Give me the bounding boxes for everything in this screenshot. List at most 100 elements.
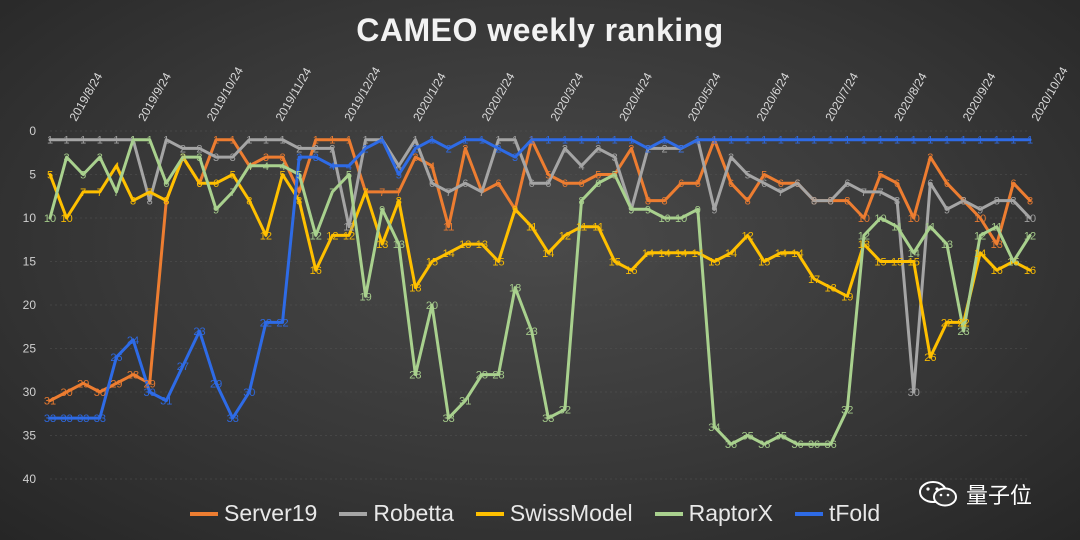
data-label-server19: 28 [127, 370, 139, 382]
data-label-server19: 31 [44, 396, 56, 408]
data-label-swissmodel: 16 [310, 265, 322, 277]
data-label-swissmodel: 7 [363, 187, 369, 199]
data-label-swissmodel: 9 [512, 204, 518, 216]
data-label-swissmodel: 11 [526, 222, 537, 234]
data-label-robetta: 1 [495, 135, 501, 147]
data-label-server19: 30 [94, 387, 106, 399]
data-label-raptorx: 15 [1007, 257, 1019, 269]
x-tick-label: 2020/1/24 [410, 70, 449, 124]
data-label-swissmodel: 14 [725, 248, 737, 260]
y-tick-label: 25 [23, 342, 37, 356]
data-label-raptorx: 3 [97, 152, 103, 164]
data-label-robetta: 2 [645, 143, 651, 155]
data-label-server19: 4 [429, 161, 435, 173]
x-tick-label: 2019/9/24 [135, 70, 174, 124]
data-label-tfold: 4 [329, 161, 335, 173]
data-label-tfold: 1 [578, 135, 584, 147]
data-label-raptorx: 36 [808, 439, 820, 451]
data-label-tfold: 2 [678, 143, 684, 155]
data-label-tfold: 1 [761, 135, 767, 147]
x-tick-label: 2020/7/24 [822, 70, 861, 124]
data-label-server19: 1 [346, 135, 352, 147]
data-label-swissmodel: 16 [991, 265, 1003, 277]
data-label-swissmodel: 18 [825, 283, 837, 295]
data-label-robetta: 1 [263, 135, 269, 147]
data-label-swissmodel: 26 [924, 352, 936, 364]
data-label-robetta: 2 [296, 143, 302, 155]
data-label-swissmodel: 12 [559, 230, 571, 242]
data-label-server19: 8 [745, 196, 751, 208]
x-tick-label: 2019/10/24 [204, 64, 246, 123]
data-label-server19: 1 [313, 135, 319, 147]
data-label-server19: 5 [761, 170, 767, 182]
data-label-swissmodel: 13 [476, 239, 488, 251]
data-label-raptorx: 35 [742, 431, 754, 443]
data-label-tfold: 1 [778, 135, 784, 147]
data-label-robetta: 6 [794, 178, 800, 190]
data-label-tfold: 24 [127, 335, 139, 347]
data-label-server19: 7 [396, 187, 402, 199]
data-label-raptorx: 3 [196, 152, 202, 164]
data-label-swissmodel: 10 [60, 213, 72, 225]
data-label-raptorx: 10 [675, 213, 687, 225]
data-label-robetta: 4 [578, 161, 584, 173]
data-label-robetta: 4 [396, 161, 402, 173]
y-tick-label: 30 [23, 385, 37, 399]
data-label-tfold: 1 [745, 135, 751, 147]
y-tick-label: 15 [23, 255, 37, 269]
y-tick-label: 40 [23, 472, 37, 486]
data-label-raptorx: 13 [393, 239, 405, 251]
data-label-raptorx: 4 [263, 161, 269, 173]
data-label-swissmodel: 7 [80, 187, 86, 199]
data-label-swissmodel: 14 [974, 248, 986, 260]
data-label-raptorx: 28 [476, 370, 488, 382]
x-tick-label: 2020/4/24 [616, 70, 655, 124]
data-label-server19: 6 [944, 178, 950, 190]
data-label-server19: 6 [1010, 178, 1016, 190]
data-label-tfold: 33 [227, 413, 239, 425]
data-label-robetta: 1 [379, 135, 385, 147]
data-label-raptorx: 6 [163, 178, 169, 190]
data-label-robetta: 2 [662, 143, 668, 155]
data-label-tfold: 1 [994, 135, 1000, 147]
data-label-robetta: 8 [1010, 196, 1016, 208]
data-label-raptorx: 36 [725, 439, 737, 451]
data-label-robetta: 7 [479, 187, 485, 199]
legend-swatch [190, 511, 218, 516]
data-label-raptorx: 12 [858, 230, 870, 242]
data-label-raptorx: 10 [658, 213, 670, 225]
data-label-raptorx: 31 [459, 396, 471, 408]
series-line-server19 [48, 138, 1032, 403]
x-tick-label: 2019/12/24 [341, 64, 383, 123]
data-label-swissmodel: 8 [130, 196, 136, 208]
data-label-server19: 29 [110, 378, 122, 390]
data-label-robetta: 8 [811, 196, 817, 208]
x-tick-label: 2020/8/24 [891, 70, 930, 124]
data-label-robetta: 2 [329, 143, 335, 155]
data-label-raptorx: 8 [578, 196, 584, 208]
data-label-tfold: 2 [495, 143, 501, 155]
y-tick-label: 0 [29, 124, 36, 138]
data-label-server19: 6 [728, 178, 734, 190]
data-label-server19: 1 [213, 135, 219, 147]
data-label-robetta: 8 [994, 196, 1000, 208]
data-label-raptorx: 5 [80, 170, 86, 182]
data-label-tfold: 26 [110, 352, 122, 364]
data-label-server19: 30 [60, 387, 72, 399]
data-label-raptorx: 34 [708, 422, 720, 434]
data-label-swissmodel: 15 [908, 257, 920, 269]
data-label-robetta: 11 [343, 222, 354, 234]
data-label-tfold: 33 [60, 413, 72, 425]
data-label-tfold: 1 [828, 135, 834, 147]
data-label-tfold: 31 [160, 396, 172, 408]
data-label-raptorx: 20 [426, 300, 438, 312]
data-label-tfold: 2 [363, 143, 369, 155]
data-label-tfold: 30 [243, 387, 255, 399]
data-label-tfold: 33 [44, 413, 56, 425]
data-label-tfold: 1 [794, 135, 800, 147]
data-label-server19: 8 [844, 196, 850, 208]
data-label-server19: 1 [529, 135, 535, 147]
y-tick-label: 5 [29, 168, 36, 182]
data-label-swissmodel: 5 [47, 170, 53, 182]
